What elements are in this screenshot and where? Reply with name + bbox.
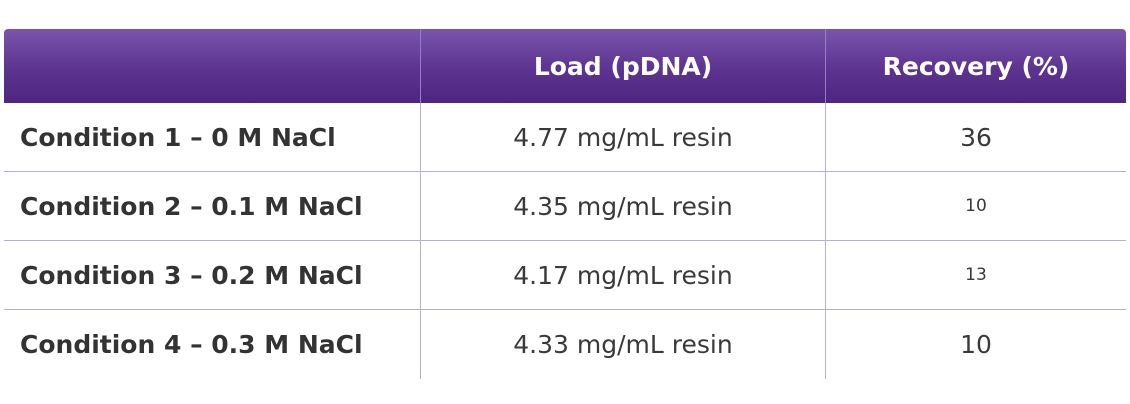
load-cell: 4.77 mg/mL resin [421,103,826,171]
load-cell: 4.33 mg/mL resin [421,310,826,379]
condition-cell: Condition 4 – 0.3 M NaCl [4,310,421,379]
table-row: Condition 1 – 0 M NaCl 4.77 mg/mL resin … [4,103,1126,172]
condition-cell: Condition 2 – 0.1 M NaCl [4,172,421,240]
load-cell: 4.17 mg/mL resin [421,241,826,309]
condition-cell: Condition 1 – 0 M NaCl [4,103,421,171]
header-cell-empty [4,29,421,103]
header-cell-load: Load (pDNA) [421,29,826,103]
recovery-cell: 36 [960,122,992,152]
table-row: Condition 3 – 0.2 M NaCl 4.17 mg/mL resi… [4,241,1126,310]
header-cell-recovery: Recovery (%) [882,51,1070,81]
results-table: Load (pDNA) Recovery (%) Condition 1 – 0… [4,29,1126,379]
table-row: Condition 2 – 0.1 M NaCl 4.35 mg/mL resi… [4,172,1126,241]
recovery-cell: 10 [960,330,992,359]
load-cell: 4.35 mg/mL resin [421,172,826,240]
table-header: Load (pDNA) Recovery (%) [4,29,1126,103]
recovery-cell: 10 [965,196,987,216]
table-row: Condition 4 – 0.3 M NaCl 4.33 mg/mL resi… [4,310,1126,379]
recovery-cell: 13 [965,265,987,285]
condition-cell: Condition 3 – 0.2 M NaCl [4,241,421,309]
